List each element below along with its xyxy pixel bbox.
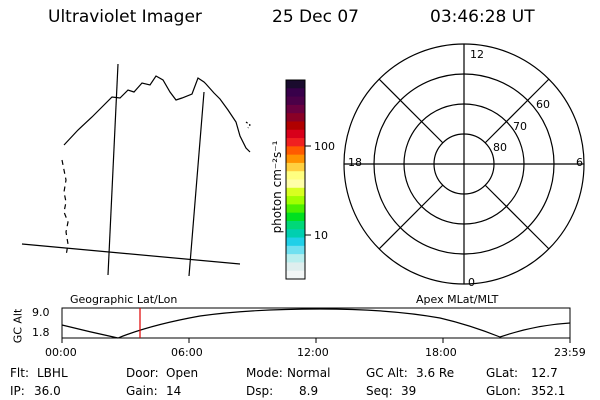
timeline-y-tick: 9.0 [32,306,50,319]
colorbar-cell [286,237,305,247]
info-door-label: Door: [126,366,159,380]
colorbar-cell [286,129,305,139]
coastline [61,159,69,257]
clock-label-6: 6 [576,156,583,169]
info-ip-value: 36.0 [34,384,61,398]
time-tick-label: 00:00 [45,346,77,359]
colorbar-cell [286,229,305,239]
meridian-line [107,63,119,276]
colorbar-cell [286,204,305,214]
polar-diagonal [378,78,444,144]
colorbar-cell [286,104,305,114]
colorbar-cell [286,187,305,197]
info-glat-value: 12.7 [531,366,558,380]
time-tick-label: 23:59 [554,346,586,359]
colorbar-cell [286,245,305,255]
clock-label-12: 12 [470,48,484,61]
parallel-line [21,243,241,265]
timeline-frame [61,307,571,339]
time-tick-label: 18:00 [425,346,457,359]
timeline-left-label: Geographic Lat/Lon [70,293,178,306]
colorbar-cell [286,80,305,89]
colorbar-cell [286,220,305,230]
colorbar-tick-label: 10 [314,229,328,242]
info-mode-value: Normal [287,366,331,380]
polar-diagonal [484,78,550,144]
colorbar-cell [286,179,305,189]
header-date: 25 Dec 07 [272,7,359,27]
colorbar-cell [286,262,305,272]
info-dsp-label: Dsp: [246,384,274,398]
colorbar-cell [286,270,305,280]
coastline [63,75,251,153]
time-tick-label: 12:00 [297,346,329,359]
timeline-y-tick: 1.8 [32,326,50,339]
info-gcalt-label: GC Alt: [366,366,408,380]
altitude-curve [61,308,571,339]
colorbar-cell [286,113,305,123]
info-door-value: Open [166,366,199,380]
colorbar-cell [286,88,305,98]
meridian-line [188,91,205,277]
info-flt-value: LBHL [37,366,68,380]
colorbar-frame [285,79,306,280]
polar-diagonal [378,184,444,250]
time-tick-label: 06:00 [171,346,203,359]
colorbar-cell [286,196,305,205]
colorbar-cell [286,96,305,106]
colorbar-cell [286,254,305,264]
info-glon-value: 352.1 [531,384,566,398]
info-gain-label: Gain: [126,384,158,398]
latitude-label-60: 60 [536,98,550,111]
polar-diagonal [484,184,550,250]
info-gcalt-value: 3.6 Re [416,366,455,380]
clock-label-18: 18 [348,156,362,169]
header-time: 03:46:28 UT [430,7,535,27]
info-flt-label: Flt: [10,366,29,380]
colorbar-tick-label: 100 [314,140,335,153]
instrument-title: Ultraviolet Imager [48,7,202,27]
latitude-label-80: 80 [493,141,507,154]
info-seq-value: 39 [401,384,417,398]
clock-label-0: 0 [468,276,475,289]
latitude-label-70: 70 [513,120,527,133]
info-seq-label: Seq: [366,384,393,398]
colorbar-cell [286,212,305,222]
colorbar-cell [286,121,305,131]
info-glon-label: GLon: [486,384,521,398]
info-glat-label: GLat: [486,366,519,380]
colorbar-cell [286,154,305,164]
colorbar-cell [286,138,305,147]
info-mode-label: Mode: [246,366,283,380]
colorbar-cell [286,162,305,172]
colorbar-cell [286,171,305,181]
colorbar-cell [286,146,305,156]
info-gain-value: 14 [166,384,182,398]
info-ip-label: IP: [10,384,25,398]
coastline [245,121,251,129]
info-dsp-value: 8.9 [299,384,319,398]
timeline-right-label: Apex MLat/MLT [416,293,499,306]
